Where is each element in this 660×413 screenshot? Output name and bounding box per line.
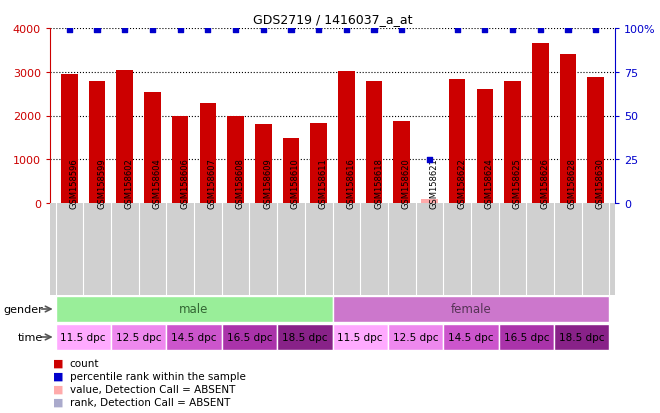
Bar: [333, 324, 388, 351]
Text: 16.5 dpc: 16.5 dpc: [226, 332, 272, 342]
Point: [286, 27, 296, 34]
Bar: [172, 117, 189, 204]
Point: [175, 27, 185, 34]
Bar: [61, 75, 78, 204]
Bar: [166, 324, 222, 351]
Text: GSM158625: GSM158625: [513, 157, 521, 208]
Text: GSM158618: GSM158618: [374, 157, 383, 208]
Bar: [89, 81, 106, 204]
Point: [424, 157, 435, 163]
Text: 11.5 dpc: 11.5 dpc: [337, 332, 383, 342]
Text: GSM158624: GSM158624: [485, 157, 494, 208]
Point: [397, 27, 407, 34]
Bar: [444, 324, 499, 351]
Text: 14.5 dpc: 14.5 dpc: [448, 332, 494, 342]
Bar: [560, 55, 576, 204]
Bar: [255, 125, 271, 204]
Text: rank, Detection Call = ABSENT: rank, Detection Call = ABSENT: [70, 397, 230, 407]
Bar: [199, 104, 216, 204]
Text: male: male: [180, 303, 209, 316]
Text: GSM158626: GSM158626: [541, 157, 549, 208]
Text: GSM158602: GSM158602: [125, 157, 134, 208]
Bar: [116, 70, 133, 204]
Bar: [111, 324, 166, 351]
Text: ■: ■: [53, 371, 64, 381]
Point: [230, 27, 241, 34]
Text: count: count: [70, 358, 99, 368]
Point: [314, 27, 324, 34]
Bar: [477, 90, 493, 204]
Point: [369, 27, 380, 34]
Text: GSM158622: GSM158622: [457, 157, 466, 208]
Point: [452, 27, 463, 34]
Point: [341, 27, 352, 34]
Text: GSM158610: GSM158610: [291, 157, 300, 208]
Point: [562, 27, 573, 34]
Point: [203, 27, 213, 34]
Text: ■: ■: [53, 384, 64, 394]
Text: GSM158608: GSM158608: [236, 157, 245, 208]
Bar: [393, 122, 410, 204]
Point: [119, 27, 130, 34]
Bar: [421, 199, 438, 204]
Bar: [532, 44, 548, 204]
Text: gender: gender: [4, 304, 44, 314]
Text: GSM158604: GSM158604: [152, 157, 162, 208]
Text: GSM158628: GSM158628: [568, 157, 577, 208]
Text: value, Detection Call = ABSENT: value, Detection Call = ABSENT: [70, 384, 235, 394]
Text: GSM158607: GSM158607: [208, 157, 217, 208]
Text: GSM158599: GSM158599: [97, 158, 106, 208]
Bar: [55, 296, 333, 323]
Point: [535, 27, 546, 34]
Bar: [449, 80, 465, 204]
Bar: [55, 324, 111, 351]
Text: 16.5 dpc: 16.5 dpc: [504, 332, 549, 342]
Text: 14.5 dpc: 14.5 dpc: [171, 332, 216, 342]
Bar: [282, 138, 299, 204]
Text: female: female: [451, 303, 491, 316]
Point: [590, 27, 601, 34]
Title: GDS2719 / 1416037_a_at: GDS2719 / 1416037_a_at: [253, 13, 412, 26]
Text: GSM158606: GSM158606: [180, 157, 189, 208]
Text: GSM158596: GSM158596: [69, 157, 79, 208]
Text: GSM158616: GSM158616: [346, 157, 355, 208]
Point: [147, 27, 158, 34]
Bar: [310, 124, 327, 204]
Text: 18.5 dpc: 18.5 dpc: [559, 332, 605, 342]
Bar: [333, 296, 609, 323]
Bar: [227, 117, 244, 204]
Bar: [144, 93, 161, 204]
Text: ■: ■: [53, 397, 64, 407]
Text: 11.5 dpc: 11.5 dpc: [61, 332, 106, 342]
Bar: [587, 77, 604, 204]
Text: 18.5 dpc: 18.5 dpc: [282, 332, 327, 342]
Text: 12.5 dpc: 12.5 dpc: [393, 332, 438, 342]
Bar: [338, 72, 354, 204]
Point: [258, 27, 269, 34]
Bar: [277, 324, 333, 351]
Bar: [499, 324, 554, 351]
Text: GSM158611: GSM158611: [319, 157, 327, 208]
Point: [480, 27, 490, 34]
Point: [508, 27, 518, 34]
Text: time: time: [18, 332, 44, 342]
Bar: [554, 324, 609, 351]
Text: GSM158609: GSM158609: [263, 157, 273, 208]
Bar: [366, 82, 382, 204]
Text: GSM158621: GSM158621: [430, 157, 438, 208]
Bar: [222, 324, 277, 351]
Bar: [388, 324, 444, 351]
Point: [92, 27, 102, 34]
Text: ■: ■: [53, 358, 64, 368]
Text: percentile rank within the sample: percentile rank within the sample: [70, 371, 246, 381]
Text: GSM158630: GSM158630: [595, 157, 605, 208]
Bar: [504, 81, 521, 204]
Point: [64, 27, 75, 34]
Text: GSM158620: GSM158620: [402, 157, 411, 208]
Text: 12.5 dpc: 12.5 dpc: [116, 332, 162, 342]
